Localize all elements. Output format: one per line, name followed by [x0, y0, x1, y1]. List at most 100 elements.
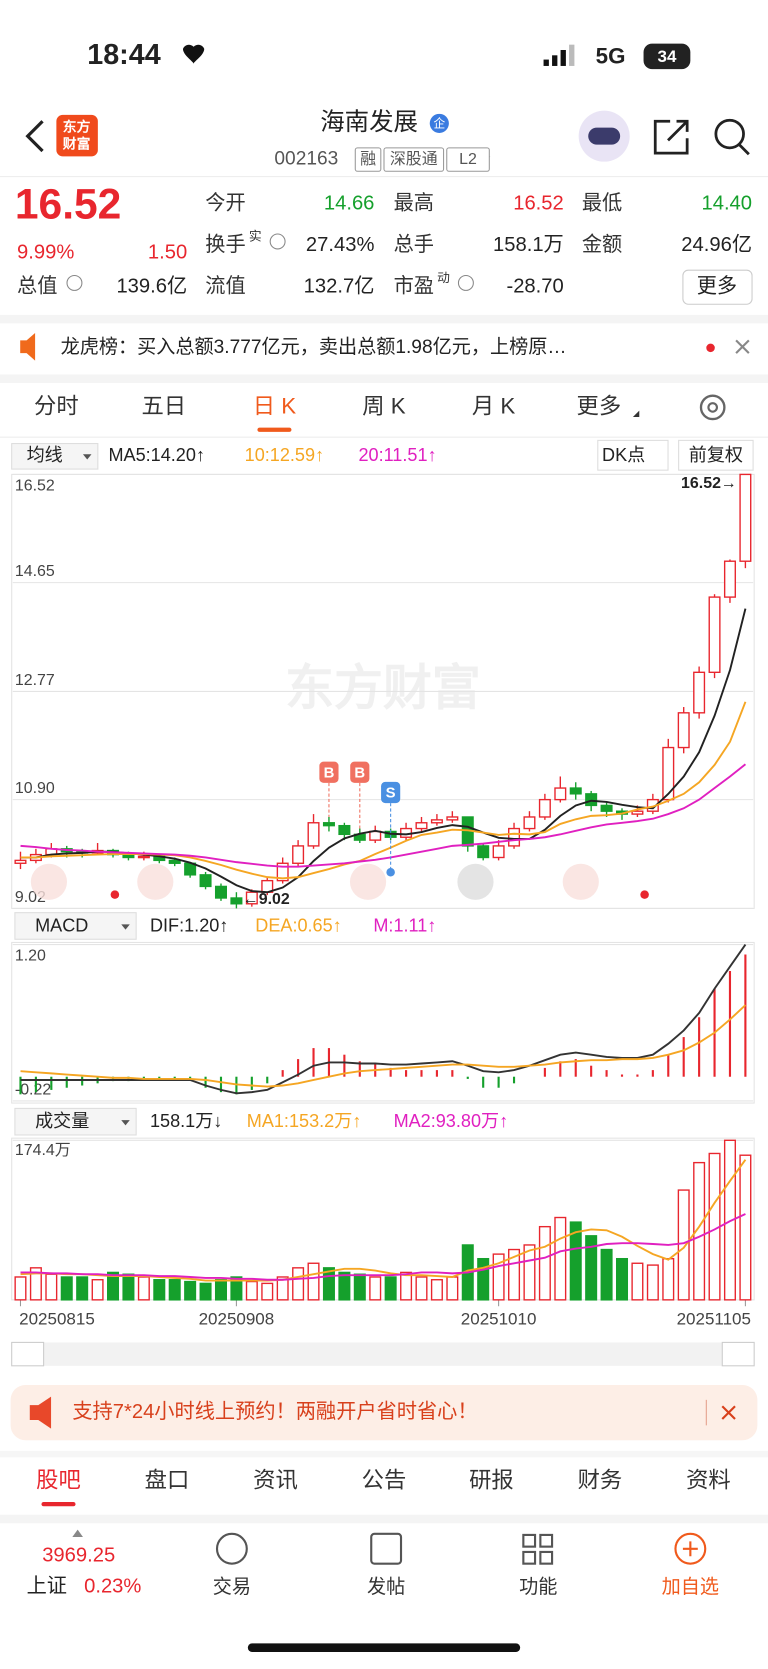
candle-body: [14, 859, 27, 864]
field-value: 158.1万: [493, 234, 564, 256]
nav-label[interactable]: 交易: [213, 1576, 251, 1598]
nav-label[interactable]: 功能: [519, 1576, 557, 1598]
nav-label[interactable]: 发帖: [367, 1576, 405, 1598]
tag-text: L2: [459, 151, 477, 168]
candle-body: [708, 596, 721, 674]
scroll-handle[interactable]: [721, 1341, 755, 1367]
signal-box[interactable]: [350, 761, 370, 783]
period-tab[interactable]: 五日: [141, 393, 186, 418]
add-icon[interactable]: [674, 1532, 707, 1565]
signal-box[interactable]: [381, 781, 401, 804]
volume-bar: [29, 1267, 42, 1301]
signal-label: S: [386, 785, 396, 801]
chart-control[interactable]: [137, 863, 174, 900]
volume-bar: [153, 1279, 166, 1301]
back-button[interactable]: [25, 120, 44, 153]
ma-label: 20:11.51↑: [358, 445, 436, 465]
period-tab[interactable]: 月 K: [472, 393, 516, 418]
settings-button[interactable]: [699, 394, 726, 421]
more-label[interactable]: 更多: [697, 275, 737, 298]
macd-selector[interactable]: [14, 912, 137, 940]
adjust-label[interactable]: 前复权: [689, 445, 743, 465]
x-tick-label: 20250815: [19, 1310, 95, 1329]
trade-icon[interactable]: [215, 1532, 248, 1565]
candle-body: [446, 816, 459, 821]
info-icon[interactable]: [66, 274, 83, 291]
candle-body: [538, 798, 551, 818]
signal-box[interactable]: [319, 761, 339, 783]
period-tab[interactable]: 日 K: [253, 393, 297, 418]
bottom-tab[interactable]: 股吧: [36, 1468, 81, 1493]
volume-bar: [662, 1257, 675, 1301]
vma2-line: [20, 1213, 746, 1281]
volume-bar: [400, 1271, 413, 1301]
volume-bar: [292, 1267, 305, 1301]
volume-label: 158.1万↓: [150, 1111, 222, 1131]
candle-body: [600, 804, 613, 812]
candle-body: [199, 874, 212, 888]
close-ad[interactable]: [721, 1405, 736, 1420]
network: 5G: [596, 43, 626, 68]
volume-selector[interactable]: [14, 1107, 137, 1136]
chart-control[interactable]: [457, 863, 494, 900]
period-tab[interactable]: 分时: [34, 393, 79, 418]
bottom-tab[interactable]: 盘口: [145, 1468, 190, 1493]
field-label: 流值: [205, 275, 245, 298]
ma-label: MA5:14.20↑: [108, 445, 204, 465]
post-icon[interactable]: [370, 1532, 403, 1565]
volume-bar: [631, 1262, 644, 1301]
bottom-tab[interactable]: 资讯: [253, 1468, 298, 1493]
scrollbar[interactable]: [11, 1342, 755, 1366]
chart-control[interactable]: [562, 863, 599, 900]
volume-bar: [523, 1244, 536, 1301]
candle-body: [292, 845, 305, 864]
search-button[interactable]: [714, 118, 745, 150]
bottom-tab[interactable]: 研报: [469, 1468, 514, 1493]
field-value: -28.70: [506, 276, 563, 298]
period-tab[interactable]: 周 K: [362, 393, 406, 418]
ma-selector-label[interactable]: 均线: [27, 445, 63, 465]
macd-selector-label[interactable]: MACD: [35, 915, 88, 935]
ad-icon: [29, 1396, 52, 1429]
field-label: 最低: [582, 192, 622, 215]
dk-label[interactable]: DK点: [602, 445, 645, 465]
signal-label: B: [354, 765, 365, 781]
up-triangle: [72, 1529, 83, 1538]
dk-button[interactable]: [597, 439, 669, 471]
share-button[interactable]: [653, 119, 689, 155]
candle-body: [276, 862, 289, 882]
nav-label[interactable]: 加自选: [662, 1576, 719, 1598]
bottom-tab[interactable]: 公告: [362, 1468, 407, 1493]
chart-control[interactable]: [30, 863, 68, 900]
field-value: 132.7亿: [304, 275, 375, 298]
dropdown: [82, 454, 92, 460]
more-button[interactable]: [682, 269, 753, 305]
info-icon[interactable]: [457, 274, 474, 291]
candle-body: [245, 891, 258, 905]
volume-selector-label[interactable]: 成交量: [35, 1111, 89, 1131]
volume-bar: [492, 1253, 505, 1301]
bottom-tab[interactable]: 资料: [686, 1468, 731, 1493]
macd-panel: [11, 941, 755, 1104]
change-pct: 9.99%: [17, 242, 74, 264]
candle-body: [307, 822, 320, 847]
info-icon[interactable]: [269, 233, 286, 250]
close-notice[interactable]: [735, 339, 750, 354]
notice[interactable]: 龙虎榜：买入总额3.777亿元，卖出总额1.98亿元，上榜原…: [61, 336, 567, 358]
ad-text[interactable]: 支持7*24小时线上预约！两融开户省时省心！: [72, 1400, 477, 1423]
candle-body: [214, 885, 227, 899]
chart-control[interactable]: [349, 863, 387, 900]
candle-body: [508, 827, 521, 847]
volume-bar: [322, 1267, 335, 1301]
bottom-tab[interactable]: 财务: [578, 1468, 623, 1493]
scroll-handle[interactable]: [11, 1341, 45, 1367]
ad-banner[interactable]: [10, 1384, 758, 1441]
period-tab[interactable]: 更多: [577, 393, 622, 418]
y-tick-label: 174.4万: [15, 1142, 71, 1159]
ma-selector[interactable]: [11, 443, 99, 470]
candle-body: [122, 853, 135, 859]
heart-icon: [182, 44, 205, 64]
function-icon[interactable]: [522, 1533, 554, 1565]
adjust-button[interactable]: [678, 439, 754, 471]
speaker-icon: [20, 332, 36, 361]
